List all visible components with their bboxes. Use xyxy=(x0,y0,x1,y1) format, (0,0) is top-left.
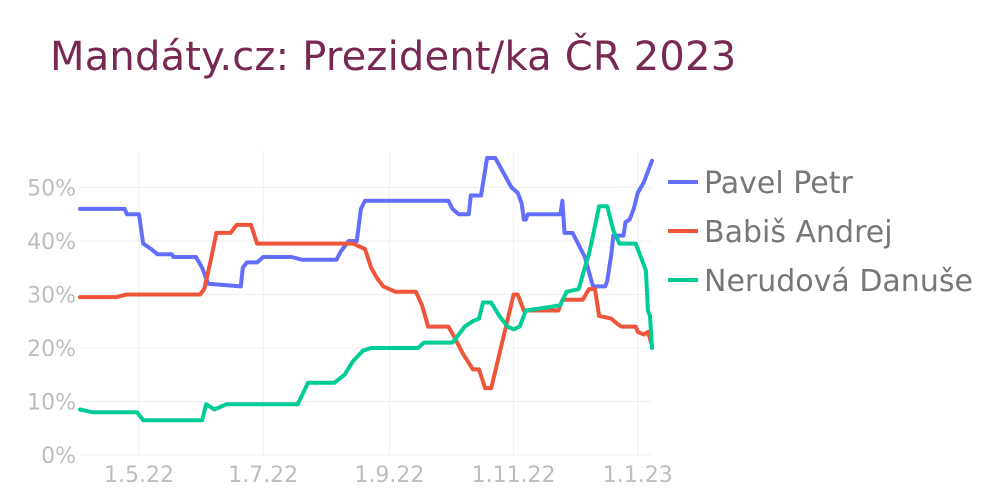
series-line-nerudov-danu-e xyxy=(78,204,654,423)
y-tick-label: 20% xyxy=(27,337,76,362)
series-line-babi-andrej xyxy=(78,222,654,391)
legend-label: Babiš Andrej xyxy=(704,215,893,250)
x-tick-label: 1.11.22 xyxy=(472,463,556,488)
legend: Pavel Petr Babiš Andrej Nerudová Danuše xyxy=(668,166,973,299)
y-tick-label: 0% xyxy=(41,444,76,469)
y-tick-label: 10% xyxy=(27,390,76,415)
y-tick-label: 30% xyxy=(27,283,76,308)
grid xyxy=(80,150,652,456)
y-tick-label: 40% xyxy=(27,230,76,255)
legend-label: Nerudová Danuše xyxy=(704,264,973,299)
legend-label: Pavel Petr xyxy=(704,166,853,201)
y-tick-label: 50% xyxy=(27,176,76,201)
series-line-pavel-petr xyxy=(78,156,654,289)
chart-title: Mandáty.cz: Prezident/ka ČR 2023 xyxy=(50,34,737,80)
y-axis: 0% 10% 20% 30% 40% 50% xyxy=(27,176,76,469)
series-lines xyxy=(78,156,654,423)
x-tick-label: 1.7.22 xyxy=(228,463,298,488)
x-tick-label: 1.5.22 xyxy=(104,463,174,488)
x-tick-label: 1.9.22 xyxy=(354,463,424,488)
x-axis: 1.5.22 1.7.22 1.9.22 1.11.22 1.1.23 xyxy=(104,463,673,488)
x-tick-label: 1.1.23 xyxy=(603,463,673,488)
